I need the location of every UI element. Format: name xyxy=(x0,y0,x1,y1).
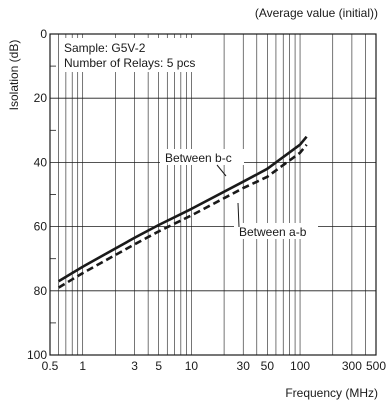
leader-ab xyxy=(237,202,240,228)
series-lines xyxy=(57,135,308,289)
y-tick-label: 20 xyxy=(34,91,48,105)
y-tick-label: 100 xyxy=(27,348,47,362)
y-tick-label: 0 xyxy=(40,27,47,41)
tick-labels: 0.5 1 3 5 10 30 50 100 300 500 0 20 40 60 80 100 xyxy=(27,27,386,373)
x-tick-label: 3 xyxy=(131,359,138,373)
y-tick-label: 80 xyxy=(34,284,48,298)
y-tick-label: 40 xyxy=(34,155,48,169)
x-tick-label: 30 xyxy=(237,359,251,373)
y-axis-label: Isolation (dB) xyxy=(7,40,21,111)
x-tick-label: 5 xyxy=(155,359,162,373)
x-axis-label: Frequency (MHz) xyxy=(285,386,378,400)
chart-title: (Average value (initial)) xyxy=(255,6,378,20)
annotation-relays: Number of Relays: 5 pcs xyxy=(64,56,195,70)
series-label-between-a-b: Between a-b xyxy=(234,223,318,239)
x-tick-label: 300 xyxy=(342,359,362,373)
x-tick-label: 0.5 xyxy=(42,359,59,373)
plot-frame xyxy=(49,33,377,356)
series-label-between-b-c: Between b-c xyxy=(160,149,244,165)
leader-bc xyxy=(216,164,227,177)
annotation-box xyxy=(62,38,222,72)
x-tick-label: 50 xyxy=(261,359,275,373)
series-label-bc-text: Between b-c xyxy=(165,151,232,165)
grid xyxy=(49,33,377,356)
series-line-between-a-b xyxy=(57,143,308,289)
series-line-between-b-c xyxy=(57,135,308,283)
annotation-sample: Sample: G5V-2 xyxy=(64,41,146,55)
x-tick-label: 100 xyxy=(290,359,310,373)
x-tick-label: 10 xyxy=(185,359,199,373)
x-tick-label: 1 xyxy=(79,359,86,373)
y-tick-label: 60 xyxy=(34,220,48,234)
x-tick-label: 500 xyxy=(366,359,386,373)
series-label-ab-text: Between a-b xyxy=(239,225,307,239)
